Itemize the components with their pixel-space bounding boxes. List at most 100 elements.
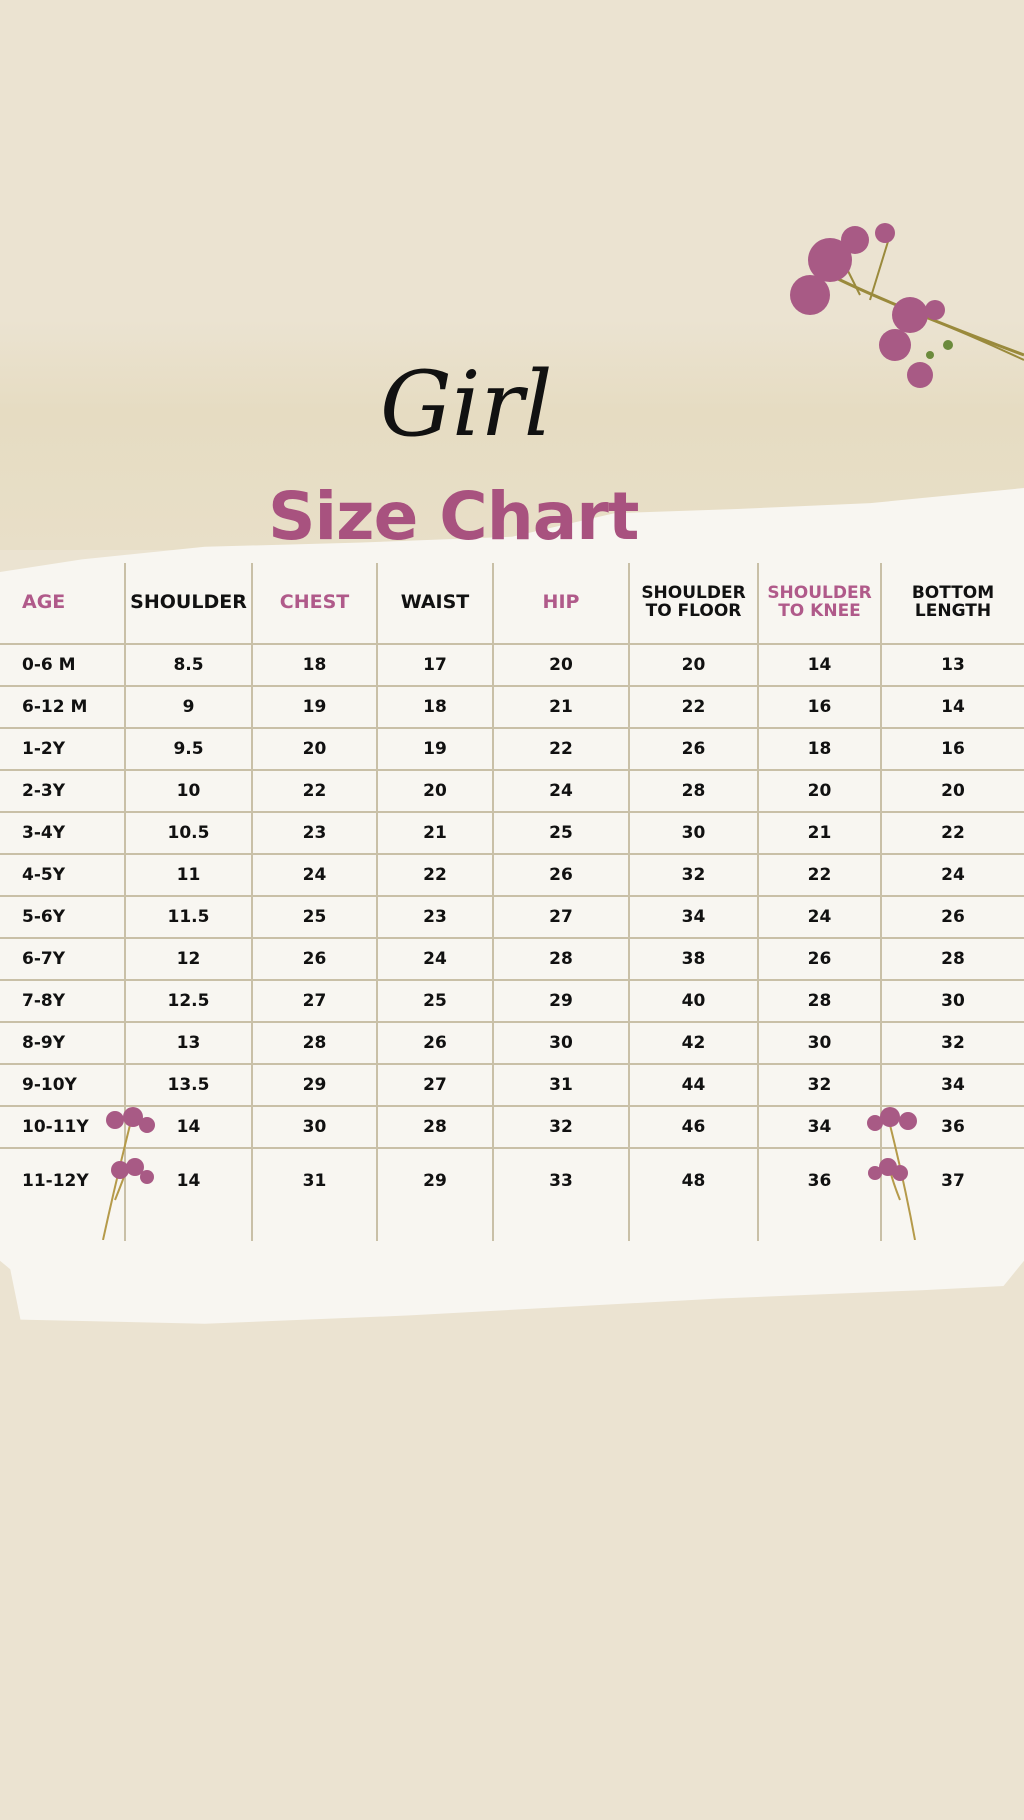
cell-bottom-length: 13 bbox=[880, 643, 1024, 687]
header-age: AGE bbox=[0, 563, 126, 645]
cell-shoulder-to-knee: 36 bbox=[757, 1147, 882, 1241]
cell-chest: 27 bbox=[251, 979, 378, 1023]
cell-shoulder-to-knee: 32 bbox=[757, 1063, 882, 1107]
cell-bottom-length: 34 bbox=[880, 1063, 1024, 1107]
cell-shoulder-to-floor: 48 bbox=[628, 1147, 759, 1241]
cell-chest: 18 bbox=[251, 643, 378, 687]
cell-shoulder-to-floor: 40 bbox=[628, 979, 759, 1023]
cell-bottom-length: 16 bbox=[880, 727, 1024, 771]
table-row: 5-6Y 11.5 25 23 27 34 24 26 bbox=[0, 895, 1024, 939]
table-row: 2-3Y 10 22 20 24 28 20 20 bbox=[0, 769, 1024, 813]
cell-shoulder-to-floor: 28 bbox=[628, 769, 759, 813]
cell-shoulder-to-floor: 32 bbox=[628, 853, 759, 897]
cell-chest: 30 bbox=[251, 1105, 378, 1149]
cell-hip: 33 bbox=[492, 1147, 630, 1241]
cell-chest: 29 bbox=[251, 1063, 378, 1107]
cell-shoulder: 12.5 bbox=[124, 979, 253, 1023]
cell-waist: 22 bbox=[376, 853, 494, 897]
table-row: 6-7Y 12 26 24 28 38 26 28 bbox=[0, 937, 1024, 981]
cell-shoulder: 9 bbox=[124, 685, 253, 729]
cell-hip: 31 bbox=[492, 1063, 630, 1107]
cell-hip: 22 bbox=[492, 727, 630, 771]
cell-age: 8-9Y bbox=[0, 1021, 126, 1065]
cell-chest: 23 bbox=[251, 811, 378, 855]
cell-bottom-length: 28 bbox=[880, 937, 1024, 981]
cell-age: 10-11Y bbox=[0, 1105, 126, 1149]
cell-waist: 25 bbox=[376, 979, 494, 1023]
cell-bottom-length: 14 bbox=[880, 685, 1024, 729]
cell-chest: 20 bbox=[251, 727, 378, 771]
table-row: 11-12Y 14 31 29 33 48 36 37 bbox=[0, 1147, 1024, 1241]
cell-chest: 19 bbox=[251, 685, 378, 729]
cell-shoulder: 13 bbox=[124, 1021, 253, 1065]
cell-chest: 26 bbox=[251, 937, 378, 981]
cell-shoulder: 9.5 bbox=[124, 727, 253, 771]
cell-age: 2-3Y bbox=[0, 769, 126, 813]
cell-shoulder: 12 bbox=[124, 937, 253, 981]
cell-age: 3-4Y bbox=[0, 811, 126, 855]
cell-waist: 26 bbox=[376, 1021, 494, 1065]
cell-waist: 24 bbox=[376, 937, 494, 981]
cell-shoulder-to-knee: 34 bbox=[757, 1105, 882, 1149]
table-header-row: AGE SHOULDER CHEST WAIST HIP SHOULDER TO… bbox=[0, 563, 1024, 645]
cell-waist: 19 bbox=[376, 727, 494, 771]
girl-script-title: Girl bbox=[380, 352, 553, 457]
cell-shoulder: 8.5 bbox=[124, 643, 253, 687]
cell-bottom-length: 20 bbox=[880, 769, 1024, 813]
cell-shoulder-to-floor: 20 bbox=[628, 643, 759, 687]
cell-age: 0-6 M bbox=[0, 643, 126, 687]
header-hip: HIP bbox=[492, 563, 630, 645]
header-shoulder-to-knee: SHOULDER TO KNEE bbox=[757, 563, 882, 645]
table-row: 8-9Y 13 28 26 30 42 30 32 bbox=[0, 1021, 1024, 1065]
table-row: 0-6 M 8.5 18 17 20 20 14 13 bbox=[0, 643, 1024, 687]
cell-shoulder-to-floor: 46 bbox=[628, 1105, 759, 1149]
cell-age: 6-12 M bbox=[0, 685, 126, 729]
cell-shoulder: 14 bbox=[124, 1147, 253, 1241]
cell-age: 1-2Y bbox=[0, 727, 126, 771]
cell-shoulder: 11.5 bbox=[124, 895, 253, 939]
cell-shoulder-to-floor: 22 bbox=[628, 685, 759, 729]
table-row: 7-8Y 12.5 27 25 29 40 28 30 bbox=[0, 979, 1024, 1023]
cell-waist: 27 bbox=[376, 1063, 494, 1107]
cell-hip: 30 bbox=[492, 1021, 630, 1065]
cell-bottom-length: 24 bbox=[880, 853, 1024, 897]
flower-sprig-left-icon bbox=[102, 1107, 155, 1240]
cell-waist: 18 bbox=[376, 685, 494, 729]
cell-bottom-length: 30 bbox=[880, 979, 1024, 1023]
flower-sprig-right-icon bbox=[867, 1107, 917, 1240]
table-row: 4-5Y 11 24 22 26 32 22 24 bbox=[0, 853, 1024, 897]
cell-shoulder-to-knee: 14 bbox=[757, 643, 882, 687]
cell-shoulder-to-floor: 34 bbox=[628, 895, 759, 939]
table-row: 6-12 M 9 19 18 21 22 16 14 bbox=[0, 685, 1024, 729]
cell-age: 4-5Y bbox=[0, 853, 126, 897]
svg-text:Girl: Girl bbox=[380, 352, 553, 457]
cell-shoulder-to-knee: 21 bbox=[757, 811, 882, 855]
cell-hip: 27 bbox=[492, 895, 630, 939]
cell-shoulder-to-knee: 24 bbox=[757, 895, 882, 939]
size-chart-table: AGE SHOULDER CHEST WAIST HIP SHOULDER TO… bbox=[0, 563, 1024, 1241]
cell-hip: 28 bbox=[492, 937, 630, 981]
cell-age: 6-7Y bbox=[0, 937, 126, 981]
cell-bottom-length: 37 bbox=[880, 1147, 1024, 1241]
header-shoulder-to-floor: SHOULDER TO FLOOR bbox=[628, 563, 759, 645]
cell-waist: 23 bbox=[376, 895, 494, 939]
table-row: 3-4Y 10.5 23 21 25 30 21 22 bbox=[0, 811, 1024, 855]
cell-chest: 31 bbox=[251, 1147, 378, 1241]
cell-waist: 28 bbox=[376, 1105, 494, 1149]
cell-waist: 17 bbox=[376, 643, 494, 687]
flower-sprig-top-right-icon bbox=[790, 223, 1024, 388]
cell-waist: 29 bbox=[376, 1147, 494, 1241]
cell-shoulder-to-knee: 18 bbox=[757, 727, 882, 771]
page-title: Size Chart bbox=[268, 478, 639, 555]
cell-shoulder: 13.5 bbox=[124, 1063, 253, 1107]
table-row: 9-10Y 13.5 29 27 31 44 32 34 bbox=[0, 1063, 1024, 1107]
cell-chest: 24 bbox=[251, 853, 378, 897]
header-waist: WAIST bbox=[376, 563, 494, 645]
cell-shoulder-to-knee: 16 bbox=[757, 685, 882, 729]
cell-age: 7-8Y bbox=[0, 979, 126, 1023]
cell-shoulder: 11 bbox=[124, 853, 253, 897]
cell-waist: 21 bbox=[376, 811, 494, 855]
cell-shoulder: 10 bbox=[124, 769, 253, 813]
cell-hip: 20 bbox=[492, 643, 630, 687]
cell-chest: 22 bbox=[251, 769, 378, 813]
